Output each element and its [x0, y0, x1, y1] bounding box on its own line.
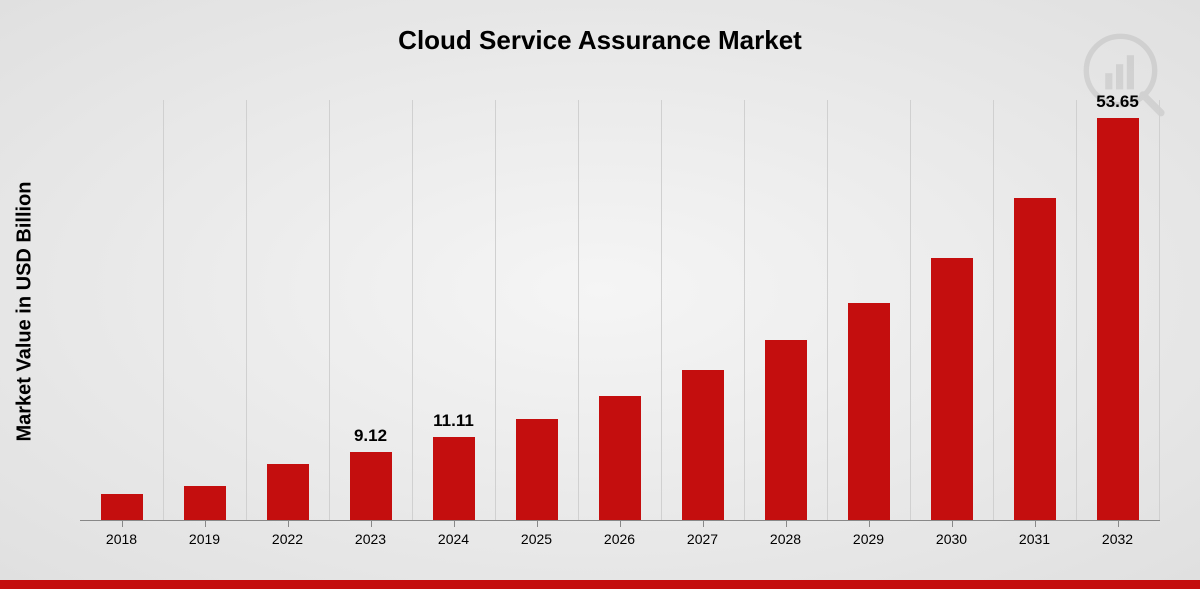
- bar-value-label: 9.12: [354, 426, 387, 446]
- x-axis-label: 2022: [272, 531, 303, 547]
- bar-group: [101, 494, 143, 520]
- x-axis-label: 2030: [936, 531, 967, 547]
- bar-value-label: 53.65: [1096, 92, 1139, 112]
- plot-area: 9.12 11.11 53.65: [80, 100, 1160, 520]
- x-tick: [620, 521, 621, 527]
- bar: [1014, 198, 1056, 521]
- x-tick: [869, 521, 870, 527]
- x-tick: [952, 521, 953, 527]
- bar: [765, 340, 807, 520]
- gridline: [495, 100, 496, 520]
- x-axis-label: 2026: [604, 531, 635, 547]
- footer-bar: [0, 580, 1200, 600]
- x-axis-label: 2028: [770, 531, 801, 547]
- bar-group: [765, 340, 807, 520]
- gridline: [246, 100, 247, 520]
- x-axis-label: 2025: [521, 531, 552, 547]
- x-tick: [1035, 521, 1036, 527]
- bar: [433, 437, 475, 520]
- bar-group: 53.65: [1097, 118, 1139, 520]
- bar: [848, 303, 890, 521]
- bar: [599, 396, 641, 520]
- bar: [516, 419, 558, 520]
- x-axis-label: 2029: [853, 531, 884, 547]
- x-axis-label: 2027: [687, 531, 718, 547]
- x-axis: 2018201920222023202420252026202720282029…: [80, 520, 1160, 521]
- x-axis-label: 2018: [106, 531, 137, 547]
- gridline: [1159, 100, 1160, 520]
- bar: [267, 464, 309, 520]
- bar-group: [184, 486, 226, 520]
- chart-title: Cloud Service Assurance Market: [0, 25, 1200, 56]
- bar: [682, 370, 724, 520]
- x-axis-label: 2032: [1102, 531, 1133, 547]
- x-axis-label: 2031: [1019, 531, 1050, 547]
- bar-group: [267, 464, 309, 520]
- x-axis-label: 2023: [355, 531, 386, 547]
- x-tick: [122, 521, 123, 527]
- bar-group: 11.11: [433, 437, 475, 520]
- footer-red-stripe: [0, 580, 1200, 589]
- x-tick: [537, 521, 538, 527]
- x-tick: [703, 521, 704, 527]
- y-axis-label: Market Value in USD Billion: [14, 181, 37, 441]
- bar: [101, 494, 143, 520]
- x-axis-label: 2024: [438, 531, 469, 547]
- bar-group: [516, 419, 558, 520]
- gridline: [578, 100, 579, 520]
- gridline: [412, 100, 413, 520]
- bar-value-label: 11.11: [433, 411, 474, 431]
- bar-group: [931, 258, 973, 521]
- gridline: [163, 100, 164, 520]
- gridline: [1076, 100, 1077, 520]
- x-tick: [371, 521, 372, 527]
- gridline: [329, 100, 330, 520]
- x-axis-label: 2019: [189, 531, 220, 547]
- gridline: [827, 100, 828, 520]
- gridline: [910, 100, 911, 520]
- bar: [931, 258, 973, 521]
- x-tick: [786, 521, 787, 527]
- gridline: [661, 100, 662, 520]
- gridline: [744, 100, 745, 520]
- bar-group: 9.12: [350, 452, 392, 520]
- x-tick: [1118, 521, 1119, 527]
- bar-group: [1014, 198, 1056, 521]
- x-tick: [205, 521, 206, 527]
- bar: [350, 452, 392, 520]
- x-tick: [454, 521, 455, 527]
- bar-group: [848, 303, 890, 521]
- bar: [184, 486, 226, 520]
- x-tick: [288, 521, 289, 527]
- bar-group: [682, 370, 724, 520]
- bar-group: [599, 396, 641, 520]
- gridline: [993, 100, 994, 520]
- chart-container: Cloud Service Assurance Market Market Va…: [0, 0, 1200, 580]
- bar: [1097, 118, 1139, 520]
